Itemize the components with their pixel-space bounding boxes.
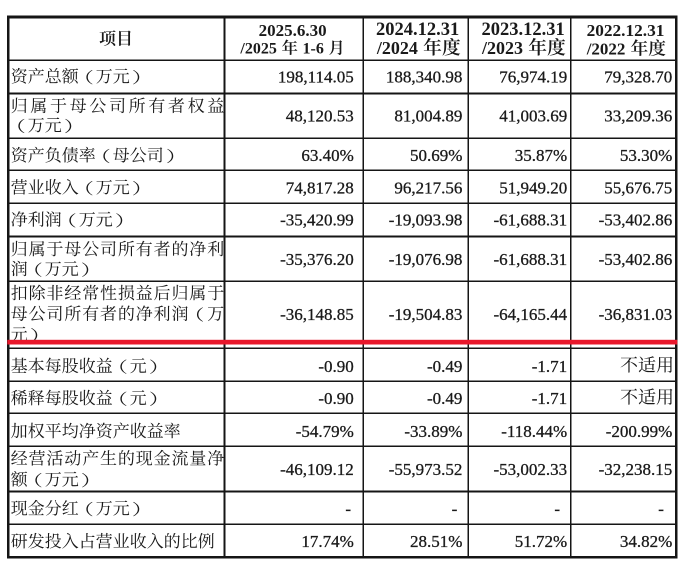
svg-text:-33.89%: -33.89% [404,422,462,441]
svg-text:74,817.28: 74,817.28 [286,178,354,197]
svg-text:-35,376.20: -35,376.20 [280,250,354,269]
svg-text:34.82%: 34.82% [620,532,672,551]
svg-text:63.40%: 63.40% [301,146,353,165]
svg-text:188,340.98: 188,340.98 [386,67,463,86]
svg-text:-61,688.31: -61,688.31 [494,211,568,230]
svg-text:2025.6.30: 2025.6.30 [259,21,327,40]
svg-text:-: - [554,499,560,518]
svg-text:-61,688.31: -61,688.31 [494,250,568,269]
svg-text:/2024: /2024 [376,38,418,58]
svg-text:33,209.36: 33,209.36 [604,107,672,126]
svg-text:/2025: /2025 [239,41,276,58]
svg-text:-200.99%: -200.99% [606,422,673,441]
svg-text:-54.79%: -54.79% [296,422,354,441]
svg-text:-53,002.33: -53,002.33 [494,460,568,479]
svg-text:41,003.69: 41,003.69 [499,107,567,126]
svg-text:-32,238.15: -32,238.15 [599,460,673,479]
svg-text:-: - [452,499,458,518]
svg-text:-: - [658,499,664,518]
svg-text:2024.12.31: 2024.12.31 [376,20,459,40]
svg-text:/2022: /2022 [586,40,626,59]
svg-text:198,114.05: 198,114.05 [278,67,354,86]
svg-text:50.69%: 50.69% [410,146,462,165]
svg-text:96,217.56: 96,217.56 [394,178,462,197]
svg-text:17.74%: 17.74% [301,532,353,551]
svg-text:-55,973.52: -55,973.52 [389,460,463,479]
svg-text:-36,148.85: -36,148.85 [280,305,354,324]
svg-text:53.30%: 53.30% [620,146,672,165]
svg-text:55,676.75: 55,676.75 [604,178,672,197]
svg-text:51.72%: 51.72% [515,532,567,551]
svg-text:-0.49: -0.49 [427,389,462,408]
svg-text:-46,109.12: -46,109.12 [280,460,354,479]
svg-text:79,328.70: 79,328.70 [604,67,672,86]
svg-text:-36,831.03: -36,831.03 [599,305,673,324]
svg-text:35.87%: 35.87% [515,146,567,165]
svg-text:51,949.20: 51,949.20 [499,178,567,197]
svg-text:2023.12.31: 2023.12.31 [481,20,564,40]
svg-text:-53,402.86: -53,402.86 [599,211,673,230]
svg-text:81,004.89: 81,004.89 [394,107,462,126]
svg-text:76,974.19: 76,974.19 [499,67,567,86]
svg-text:-: - [345,499,351,518]
svg-text:28.51%: 28.51% [410,532,462,551]
svg-text:-1.71: -1.71 [532,389,567,408]
svg-text:-1.71: -1.71 [532,357,567,376]
svg-text:-0.49: -0.49 [427,357,462,376]
svg-text:-19,504.83: -19,504.83 [389,305,463,324]
svg-text:-35,420.99: -35,420.99 [280,211,354,230]
svg-text:-64,165.44: -64,165.44 [494,305,568,324]
svg-text:-19,076.98: -19,076.98 [389,250,463,269]
svg-text:48,120.53: 48,120.53 [286,107,354,126]
svg-text:-19,093.98: -19,093.98 [389,211,463,230]
svg-text:-0.90: -0.90 [318,389,353,408]
svg-text:-53,402.86: -53,402.86 [599,250,673,269]
svg-text:/2023: /2023 [481,38,523,58]
svg-text:2022.12.31: 2022.12.31 [587,21,665,40]
svg-text:1-6: 1-6 [303,41,324,58]
svg-text:-118.44%: -118.44% [501,422,567,441]
svg-text:-0.90: -0.90 [318,357,353,376]
